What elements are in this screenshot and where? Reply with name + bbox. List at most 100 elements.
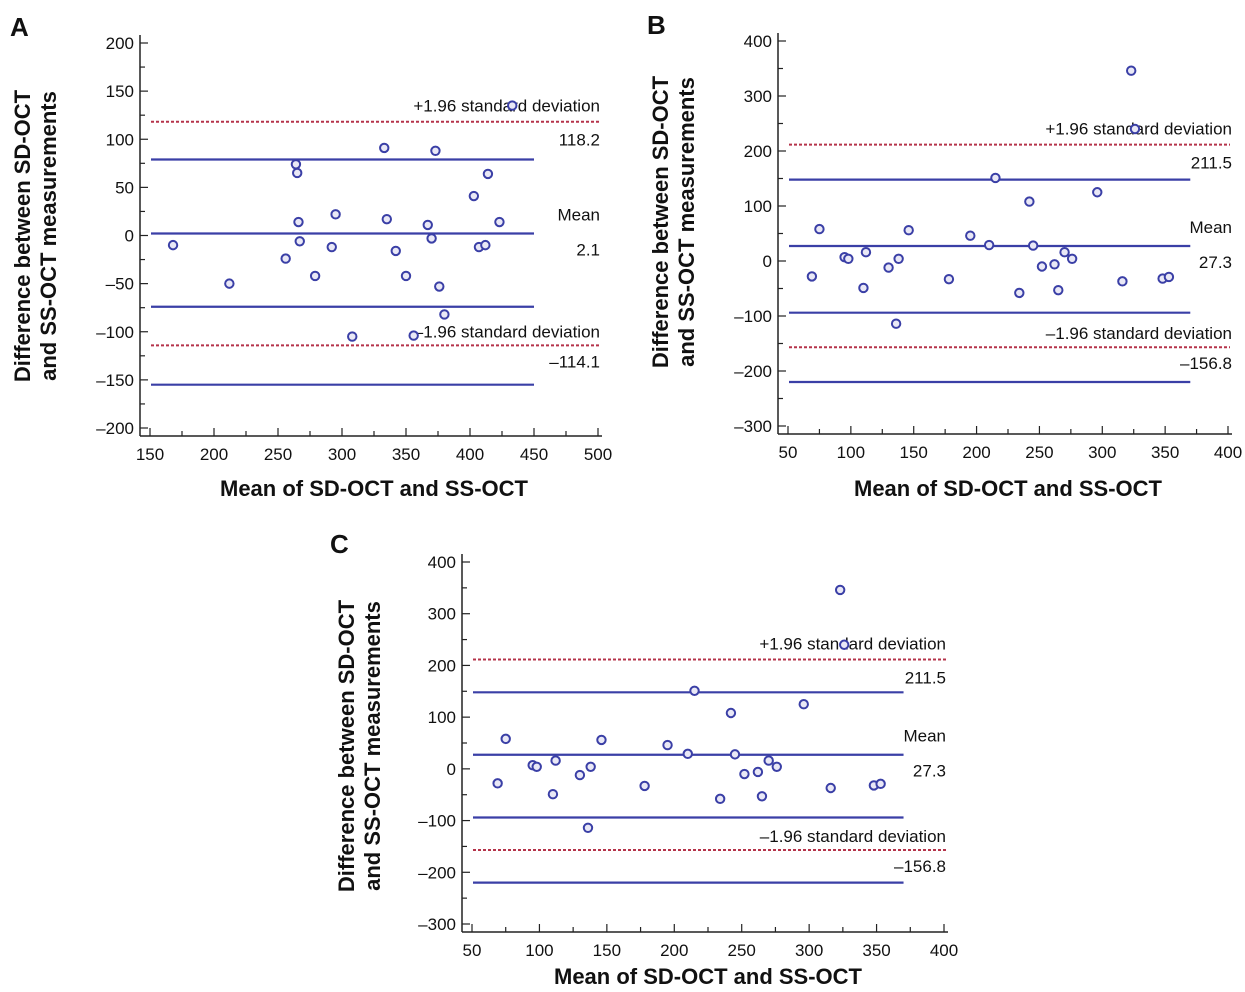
x-tick-label: 350 (392, 445, 420, 464)
data-point (1117, 276, 1128, 287)
data-point (1129, 123, 1141, 135)
data-point (875, 778, 886, 790)
x-tick-label: 100 (525, 941, 553, 960)
data-point (893, 253, 904, 264)
data-point (858, 282, 869, 294)
y-axis-title-line1: Difference between SD-OCT (334, 599, 359, 892)
x-tick-label: 250 (1025, 443, 1053, 462)
x-tick-label: 250 (728, 941, 756, 960)
data-point (1066, 253, 1078, 264)
data-point (390, 245, 401, 257)
x-axis-title: Mean of SD-OCT and SS-OCT (854, 476, 1163, 501)
y-tick-label: 0 (763, 252, 772, 271)
y-tick-label: –300 (418, 915, 456, 934)
y-axis-title-line1: Difference between SD-OCT (10, 89, 35, 382)
data-point (1053, 284, 1064, 296)
y-tick-label: –100 (734, 307, 772, 326)
data-point (943, 273, 955, 285)
data-point (294, 236, 305, 247)
y-tick-label: 150 (106, 82, 134, 101)
x-tick-label: 300 (795, 941, 823, 960)
data-point (439, 309, 450, 320)
x-tick-label: 150 (593, 941, 621, 960)
data-point (596, 734, 607, 746)
lower-limit-value: –114.1 (549, 352, 600, 371)
data-point (574, 769, 586, 781)
data-point (662, 739, 673, 751)
data-point (430, 145, 441, 157)
y-axis-title-line1: Difference between SD-OCT (648, 75, 673, 368)
data-point (814, 223, 825, 235)
data-point (890, 318, 902, 329)
data-point (990, 172, 1001, 184)
y-tick-label: –300 (734, 417, 772, 436)
x-tick-label: 450 (520, 445, 548, 464)
panel-b-chart: B –300 –200 –100 0 100 200 300 400 50 100 150 200 250… (647, 10, 1242, 501)
data-point (714, 793, 726, 805)
panel-c-chart: C –300 –200 –100 0 100 200 300 400 50 100 150 200 250… (330, 529, 958, 989)
data-point (381, 213, 392, 225)
data-point (482, 168, 494, 180)
data-point (326, 241, 337, 253)
data-point (330, 209, 341, 220)
y-tick-label: –100 (96, 323, 134, 342)
data-point (400, 270, 412, 282)
y-tick-label: 200 (428, 656, 456, 675)
upper-limit-value: 118.2 (559, 131, 600, 150)
data-point (494, 216, 505, 228)
y-tick-label: 200 (744, 142, 772, 161)
data-point (292, 167, 303, 179)
y-tick-label: 400 (744, 32, 772, 51)
x-tick-label: 400 (1214, 443, 1242, 462)
data-point (585, 761, 596, 772)
y-tick-label: 100 (106, 130, 134, 149)
y-tick-label: –200 (418, 863, 456, 882)
data-point (379, 142, 390, 154)
mean-value: 2.1 (576, 240, 600, 259)
panel-letter: C (330, 529, 349, 559)
data-point (1027, 240, 1039, 251)
data-point (347, 331, 358, 342)
x-tick-label: 500 (584, 445, 612, 464)
y-tick-label: –200 (734, 362, 772, 381)
data-point (500, 733, 511, 745)
data-point (547, 788, 559, 800)
mean-value: 27.3 (913, 762, 946, 781)
panel-a-chart: A –200 –150 –100 –50 0 50 100 150 200 150 200 250 300… (10, 12, 612, 501)
data-point (903, 225, 914, 236)
y-tick-label: 300 (744, 87, 772, 106)
x-axis-title: Mean of SD-OCT and SS-OCT (554, 964, 863, 989)
lower-limit-label: –1.96 standard deviation (760, 827, 946, 846)
x-tick-label: 400 (456, 445, 484, 464)
x-tick-label: 150 (136, 445, 164, 464)
data-point (756, 791, 768, 802)
data-point (309, 270, 321, 282)
data-point (883, 262, 894, 273)
data-point (843, 253, 854, 264)
lower-limit-value: –156.8 (894, 857, 946, 876)
data-point (965, 230, 976, 241)
lower-limit-label: –1.96 standard deviation (1046, 324, 1232, 343)
y-tick-label: 50 (115, 178, 134, 197)
mean-label: Mean (557, 205, 600, 224)
data-point (798, 699, 809, 710)
y-tick-label: 0 (125, 227, 134, 246)
data-point (426, 233, 437, 244)
x-tick-label: 100 (837, 443, 865, 462)
x-tick-label: 50 (463, 941, 482, 960)
data-point (689, 685, 700, 696)
data-point (860, 247, 872, 258)
panel-letter: A (10, 12, 29, 42)
data-point (290, 159, 302, 170)
data-point (825, 782, 836, 794)
data-point (834, 584, 846, 596)
data-point (1126, 65, 1137, 76)
data-point (550, 755, 561, 766)
data-point (1049, 259, 1060, 270)
y-tick-label: 0 (447, 760, 456, 779)
data-point (293, 216, 304, 228)
data-point (531, 761, 542, 772)
upper-limit-label: +1.96 standard deviation (413, 97, 600, 116)
panel-letter: B (647, 10, 666, 40)
